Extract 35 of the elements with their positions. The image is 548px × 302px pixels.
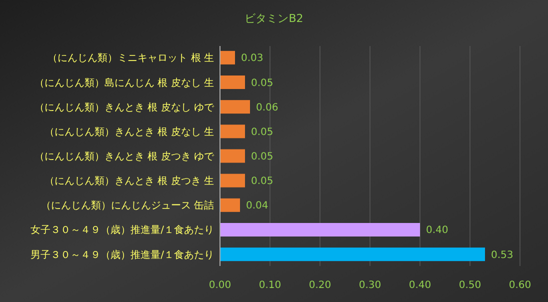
x-tick-label: 0.30 (358, 280, 382, 291)
x-tick-label: 0.20 (308, 280, 332, 291)
y-tick-label: （にんじん類）にんじんジュース 缶詰 (40, 200, 214, 212)
data-label: 0.05 (251, 126, 274, 138)
data-label: 0.05 (251, 78, 274, 89)
data-label: 0.03 (241, 53, 264, 64)
x-tick-label: 0.50 (458, 280, 482, 291)
bar (220, 149, 245, 163)
x-tick-label: 0.40 (408, 280, 432, 291)
y-tick-label: （にんじん類）島にんじん 根 皮なし 生 (34, 76, 214, 89)
bar (220, 100, 250, 114)
data-label: 0.04 (246, 200, 268, 212)
bar (220, 222, 420, 237)
x-tick-label: 0.00 (208, 280, 232, 291)
chart-title: ビタミンB2 (244, 12, 304, 25)
data-label: 0.40 (426, 225, 448, 236)
y-tick-label: （にんじん類）きんとき 根 皮なし ゆで (34, 101, 215, 114)
x-tick-label: 0.60 (508, 280, 532, 291)
bar (220, 174, 245, 188)
bar (220, 248, 485, 262)
bar (220, 50, 235, 64)
data-label: 0.53 (491, 250, 514, 261)
y-tick-label: 女子３０～４９（歳）推進量/１食あたり (30, 224, 214, 236)
y-tick-label: 男子３０～４９（歳）推進量/１食あたり (30, 248, 214, 261)
data-label: 0.05 (251, 152, 274, 162)
y-tick-label: （にんじん類）きんとき 根 皮つき 生 (44, 175, 214, 188)
bar (220, 75, 245, 90)
data-label: 0.05 (251, 176, 274, 188)
y-tick-label: （にんじん類）きんとき 根 皮なし 生 (44, 126, 214, 138)
bar (220, 198, 240, 212)
data-label: 0.06 (256, 102, 278, 114)
y-tick-label: （にんじん類）ミニキャロット 根 生 (48, 52, 214, 64)
bar (220, 124, 245, 138)
x-tick-label: 0.10 (258, 280, 282, 291)
y-tick-label: （にんじん類）きんとき 根 皮つき ゆで (34, 150, 215, 162)
